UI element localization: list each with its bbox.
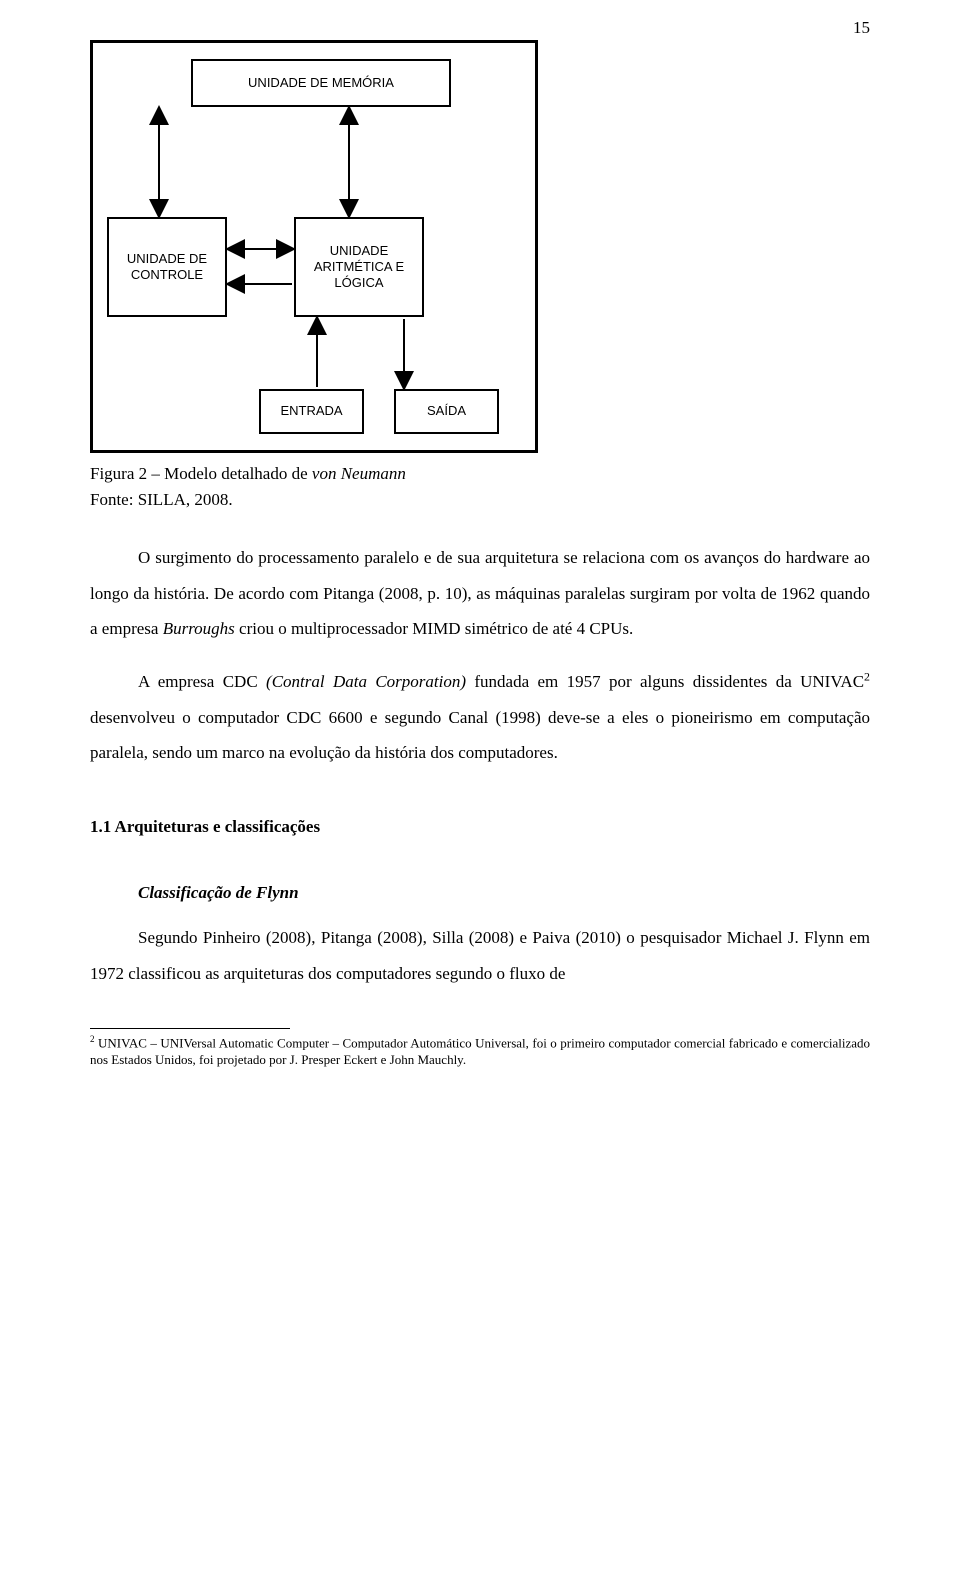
text-italic: (Contral Data Corporation) bbox=[266, 672, 466, 691]
text-italic: Burroughs bbox=[163, 619, 235, 638]
footnote-separator bbox=[90, 1028, 290, 1029]
node-controle: UNIDADE DECONTROLE bbox=[107, 217, 227, 317]
figure-caption: Figura 2 – Modelo detalhado de von Neuma… bbox=[90, 461, 870, 512]
node-alu: UNIDADEARITMÉTICA ELÓGICA bbox=[294, 217, 424, 317]
footnote-text: UNIVAC – UNIVersal Automatic Computer – … bbox=[90, 1035, 870, 1068]
diagram-frame: UNIDADE DE MEMÓRIA UNIDADE DECONTROLE UN… bbox=[90, 40, 538, 453]
subsection-heading: Classificação de Flynn bbox=[90, 883, 870, 903]
caption-source: Fonte: SILLA, 2008. bbox=[90, 490, 233, 509]
node-label: ENTRADA bbox=[280, 403, 342, 419]
paragraph-1: O surgimento do processamento paralelo e… bbox=[90, 540, 870, 647]
node-label: SAÍDA bbox=[427, 403, 466, 419]
node-saida: SAÍDA bbox=[394, 389, 499, 434]
text: criou o multiprocessador MIMD simétrico … bbox=[235, 619, 634, 638]
page-number: 15 bbox=[853, 18, 870, 38]
node-label: UNIDADEARITMÉTICA ELÓGICA bbox=[314, 243, 404, 292]
section-heading: 1.1 Arquiteturas e classificações bbox=[90, 817, 870, 837]
caption-text: Figura 2 – Modelo detalhado de bbox=[90, 464, 312, 483]
page: 15 bbox=[0, 0, 960, 1119]
node-label: UNIDADE DECONTROLE bbox=[127, 251, 207, 284]
footnote: 2 UNIVAC – UNIVersal Automatic Computer … bbox=[90, 1033, 870, 1069]
von-neumann-diagram: UNIDADE DE MEMÓRIA UNIDADE DECONTROLE UN… bbox=[99, 49, 529, 444]
text: desenvolveu o computador CDC 6600 e segu… bbox=[90, 708, 870, 763]
paragraph-3: Segundo Pinheiro (2008), Pitanga (2008),… bbox=[90, 920, 870, 991]
caption-italic: von Neumann bbox=[312, 464, 406, 483]
node-memoria: UNIDADE DE MEMÓRIA bbox=[191, 59, 451, 107]
paragraph-2: A empresa CDC (Contral Data Corporation)… bbox=[90, 664, 870, 771]
footnote-ref: 2 bbox=[864, 669, 870, 683]
text: fundada em 1957 por alguns dissidentes d… bbox=[466, 672, 864, 691]
text: A empresa CDC bbox=[138, 672, 266, 691]
node-entrada: ENTRADA bbox=[259, 389, 364, 434]
node-label: UNIDADE DE MEMÓRIA bbox=[248, 75, 394, 91]
